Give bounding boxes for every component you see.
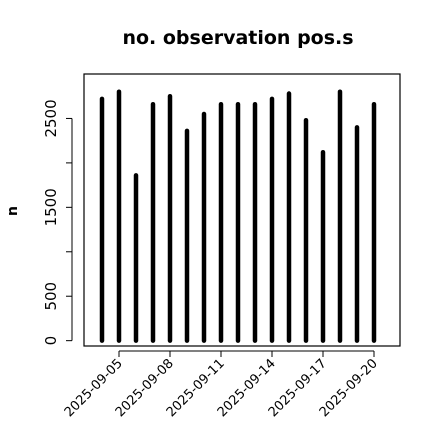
y-tick-label: 500 <box>42 282 60 311</box>
y-tick-label: 0 <box>42 336 60 346</box>
y-axis-label: n <box>5 206 21 216</box>
y-tick-label: 2500 <box>42 99 60 137</box>
plot-frame <box>83 73 401 347</box>
y-axis: 0 500 1500 2500 <box>42 99 73 346</box>
x-axis: 2025-09-052025-09-082025-09-112025-09-14… <box>62 350 381 420</box>
y-tick-label: 1500 <box>42 188 60 226</box>
chart-title: no. observation pos.s <box>122 27 353 49</box>
bars <box>99 89 377 343</box>
